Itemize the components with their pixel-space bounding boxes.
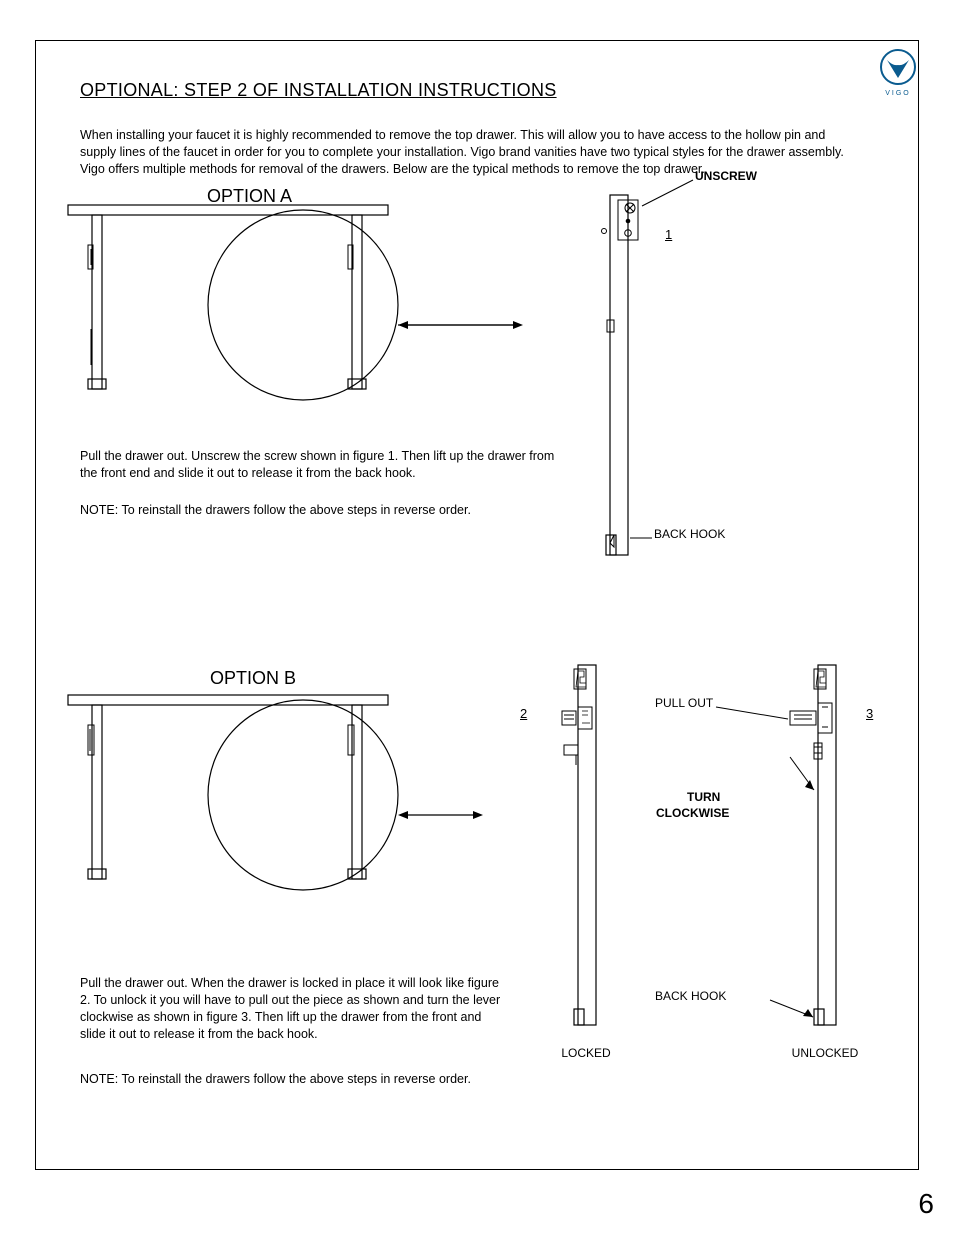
figure-2-number: 2: [520, 706, 527, 721]
content-area: OPTIONAL: STEP 2 OF INSTALLATION INSTRUC…: [80, 80, 880, 178]
unlocked-label: UNLOCKED: [790, 1046, 860, 1060]
option-a-note: NOTE: To reinstall the drawers follow th…: [80, 502, 560, 519]
option-a-instructions: Pull the drawer out. Unscrew the screw s…: [80, 448, 560, 519]
logo-icon: [879, 48, 917, 86]
option-a-instructions-text: Pull the drawer out. Unscrew the screw s…: [80, 449, 554, 480]
back-hook-b-label: BACK HOOK: [655, 989, 726, 1003]
brand-logo: VIGO: [876, 48, 920, 97]
option-b-instructions-text: Pull the drawer out. When the drawer is …: [80, 976, 500, 1041]
option-a-diagram: [68, 205, 408, 415]
figure-3-number: 3: [866, 706, 873, 721]
unscrew-label: UNSCREW: [695, 169, 757, 183]
page-number: 6: [918, 1188, 934, 1220]
option-b-heading: OPTION B: [210, 668, 296, 689]
figure-1-number: 1: [665, 227, 672, 242]
logo-text: VIGO: [876, 90, 920, 97]
option-b-instructions: Pull the drawer out. When the drawer is …: [80, 975, 510, 1087]
page-title: OPTIONAL: STEP 2 OF INSTALLATION INSTRUC…: [80, 80, 880, 101]
option-a-heading: OPTION A: [207, 186, 292, 207]
back-hook-a-label: BACK HOOK: [654, 527, 725, 541]
option-b-detail-locked: [560, 665, 620, 1035]
option-a-callouts: [590, 175, 790, 575]
option-b-diagram: [68, 695, 408, 905]
option-b-callouts: [650, 665, 850, 1045]
pull-out-label: PULL OUT: [655, 696, 713, 710]
turn-label-2: CLOCKWISE: [656, 806, 729, 820]
turn-label-1: TURN: [687, 790, 720, 804]
option-b-note: NOTE: To reinstall the drawers follow th…: [80, 1071, 510, 1088]
locked-label: LOCKED: [556, 1046, 616, 1060]
